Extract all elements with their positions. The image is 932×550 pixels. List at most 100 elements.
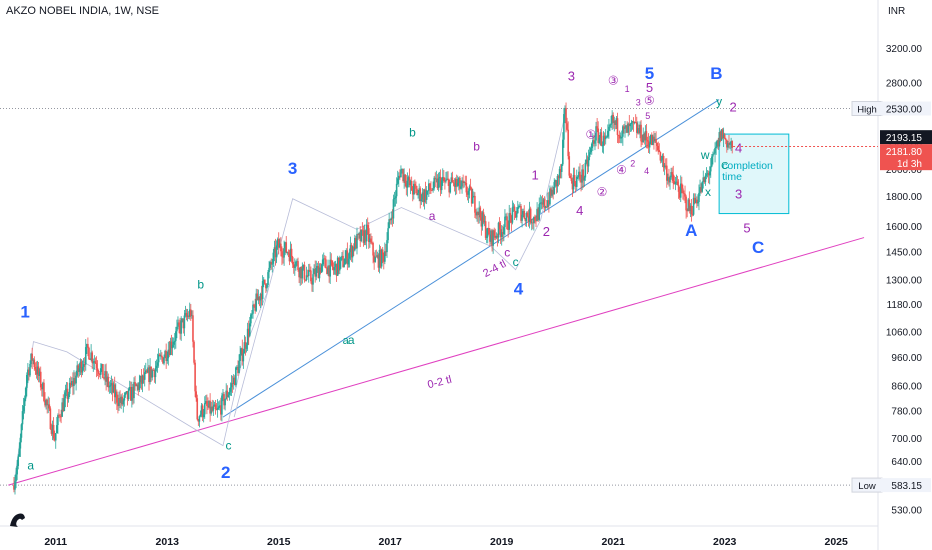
candle-body — [586, 159, 589, 167]
candle-body — [303, 264, 306, 280]
candle-body — [192, 315, 194, 342]
candle-body — [273, 247, 276, 253]
candle-body — [575, 176, 578, 187]
candle-body — [56, 425, 58, 434]
candle-body — [448, 179, 450, 193]
candle-body — [465, 182, 468, 193]
candle-body — [247, 328, 250, 336]
candle-body — [667, 177, 669, 181]
candle-body — [632, 121, 635, 124]
candle-body — [672, 174, 675, 182]
candle-body — [27, 369, 29, 376]
candle-body — [731, 141, 734, 148]
candle-body — [351, 246, 354, 258]
candle-body — [382, 254, 385, 262]
candle-body — [694, 199, 697, 204]
candle-body — [650, 134, 653, 146]
candle-body — [207, 405, 209, 408]
candle-body — [139, 375, 142, 382]
candle-body — [72, 381, 74, 387]
candle-body — [17, 456, 20, 466]
candle-body — [669, 177, 671, 183]
candle-body — [471, 196, 474, 204]
candle-body — [717, 140, 720, 147]
candle-body — [279, 243, 281, 248]
candle-body — [286, 252, 289, 254]
candle-body — [578, 171, 580, 177]
price-tick-label: 700.00 — [891, 434, 922, 445]
wave-label: c — [513, 255, 519, 269]
candle-body — [188, 309, 191, 317]
candle-body — [198, 416, 201, 422]
candle-body — [609, 124, 611, 127]
candle-body — [336, 257, 339, 276]
candle-body — [707, 173, 710, 176]
candle-body — [261, 281, 264, 300]
candle-body — [14, 481, 16, 490]
candle-body — [423, 189, 426, 202]
candle-body — [496, 235, 499, 238]
candle-body — [595, 126, 597, 141]
candle-body — [129, 386, 132, 401]
candle-body — [380, 249, 383, 267]
candle-body — [565, 108, 567, 124]
candle-body — [29, 364, 31, 376]
candle-body — [269, 262, 271, 268]
candle-body — [612, 114, 615, 123]
candle-body — [61, 402, 63, 417]
candle-body — [430, 189, 432, 191]
candle-body — [342, 255, 344, 267]
candle-body — [114, 391, 117, 398]
candle-body — [420, 199, 423, 202]
candle-body — [232, 377, 235, 384]
candle-body — [720, 129, 723, 141]
wave-label: 3 — [636, 97, 641, 107]
candle-body — [403, 174, 405, 182]
candle-body — [473, 195, 475, 197]
candle-body — [467, 190, 470, 195]
candle-body — [675, 181, 678, 183]
candle-body — [252, 304, 254, 314]
candle-body — [112, 384, 115, 393]
candle-body — [372, 242, 374, 256]
candle-body — [514, 211, 517, 218]
candle-body — [185, 313, 188, 317]
candle-body — [170, 341, 173, 349]
candle-body — [562, 139, 564, 165]
candle-body — [706, 173, 709, 175]
candle-body — [541, 202, 544, 205]
candle-body — [191, 315, 193, 317]
price-tick-label: 1060.00 — [886, 328, 923, 339]
candle-body — [603, 135, 606, 140]
candle-body — [601, 145, 604, 147]
candle-body — [60, 416, 62, 418]
candle-body — [600, 132, 603, 146]
candle-body — [184, 313, 187, 316]
candle-body — [592, 140, 594, 144]
candle-body — [35, 369, 38, 375]
candle-body — [525, 212, 528, 222]
candle-body — [181, 318, 184, 321]
candle-body — [222, 394, 224, 396]
candle-body — [425, 190, 428, 200]
candle-body — [83, 363, 86, 365]
candle-body — [510, 215, 513, 223]
time-tick-label: 2021 — [602, 536, 626, 548]
candle-body — [438, 176, 441, 179]
candle-body — [445, 179, 447, 182]
candle-body — [461, 180, 463, 187]
candle-body — [699, 187, 701, 193]
wave-label: 2 — [543, 224, 550, 239]
candle-body — [714, 148, 716, 154]
price-tick-label: 780.00 — [891, 406, 922, 417]
currency-label: INR — [888, 6, 906, 17]
candle-body — [209, 400, 211, 414]
price-tick-label: 530.00 — [891, 506, 922, 517]
candle-body — [494, 235, 497, 238]
candle-body — [681, 183, 683, 189]
candle-body — [530, 222, 533, 224]
candle-body — [500, 232, 503, 237]
candle-body — [615, 118, 618, 125]
candle-body — [724, 138, 727, 140]
